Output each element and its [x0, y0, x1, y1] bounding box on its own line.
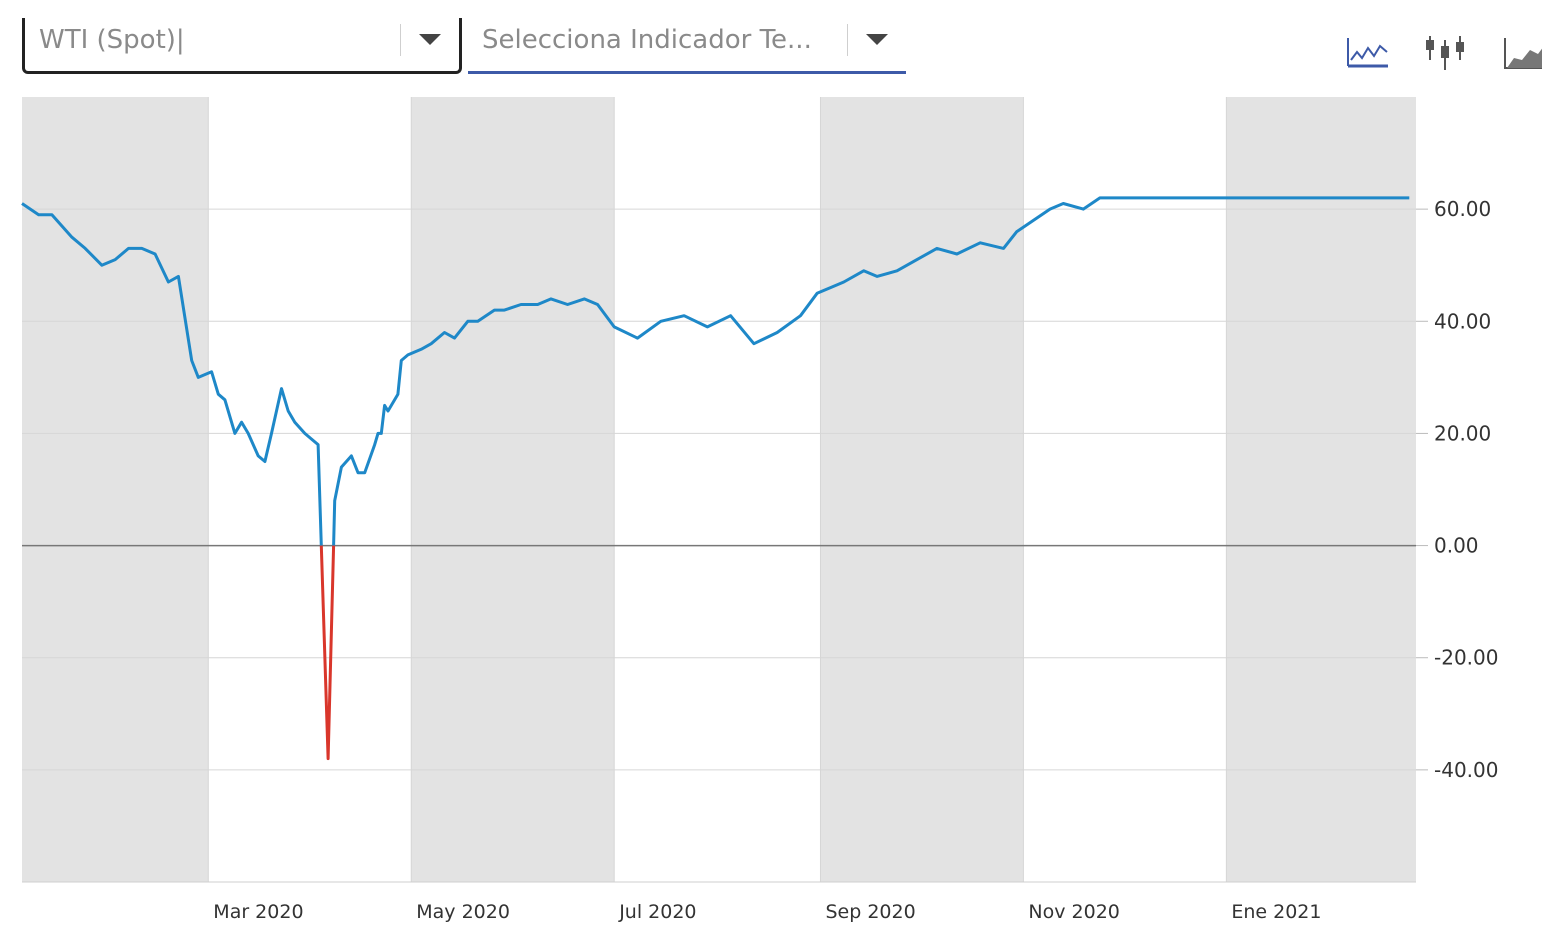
y-tick-label: 40.00 [1434, 309, 1491, 333]
month-band [208, 97, 412, 882]
month-band [411, 97, 615, 882]
indicator-select[interactable]: Selecciona Indicador Te... [468, 18, 906, 74]
x-tick-label: Sep 2020 [825, 901, 915, 923]
month-band [22, 97, 209, 882]
line-chart-icon[interactable] [1343, 30, 1393, 74]
y-tick-label: 60.00 [1434, 197, 1491, 221]
y-tick-label: 0.00 [1434, 534, 1479, 558]
x-tick-label: Nov 2020 [1028, 901, 1119, 923]
grid-lines [22, 97, 1416, 883]
x-tick-label: May 2020 [416, 901, 510, 923]
price-line-positive [21, 202, 323, 546]
price-line-negative [319, 545, 336, 761]
y-tick-label: 20.00 [1434, 421, 1491, 445]
y-axis: 60.00 40.00 20.00 0.00 -20.00 -40.00 [1416, 197, 1498, 782]
price-line-positive [332, 196, 1410, 546]
dropdown-separator [847, 23, 848, 56]
month-band [1226, 97, 1416, 882]
x-axis: Mar 2020 May 2020 Jul 2020 Sep 2020 Nov 2020… [213, 901, 1321, 923]
y-tick-label: -40.00 [1434, 758, 1498, 782]
chevron-down-icon[interactable] [848, 20, 906, 60]
area-chart-icon[interactable] [1500, 30, 1542, 74]
asset-select[interactable]: WTI (Spot)| [22, 18, 462, 74]
y-tick-label: -20.00 [1434, 646, 1498, 670]
month-band [614, 97, 821, 882]
dropdown-separator [400, 23, 401, 56]
month-band [1023, 97, 1227, 882]
chevron-down-icon[interactable] [401, 20, 459, 60]
x-tick-label: Jul 2020 [618, 901, 696, 923]
toolbar: WTI (Spot)| Selecciona Indicador Te... [0, 0, 1542, 80]
candlestick-chart-icon[interactable] [1420, 30, 1470, 74]
month-bands [22, 97, 1416, 882]
x-tick-label: Mar 2020 [213, 901, 303, 923]
wti-price-line [21, 196, 1410, 761]
month-band [820, 97, 1024, 882]
x-tick-label: Ene 2021 [1231, 901, 1321, 923]
